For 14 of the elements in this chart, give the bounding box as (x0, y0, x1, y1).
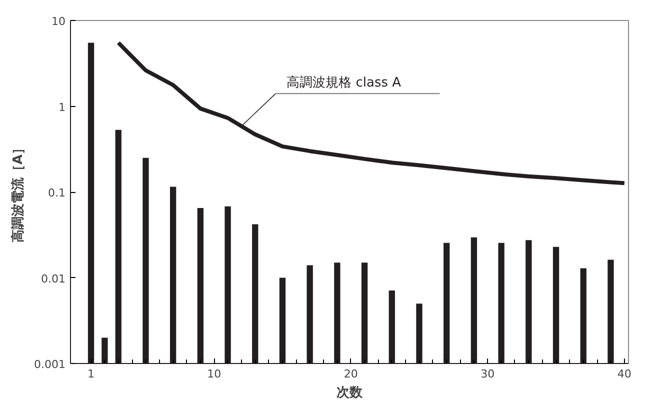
y-tick-label: 0.001 (34, 358, 66, 371)
x-tick-label: 10 (207, 368, 222, 380)
y-tick-label: 1 (58, 100, 66, 114)
x-axis-title: 次数 (336, 386, 364, 400)
x-tick-label: 1 (88, 368, 95, 380)
y-axis-title: 高調波電流［A］ (10, 141, 26, 243)
x-tick-label: 40 (617, 368, 632, 380)
x-tick-label: 20 (344, 368, 358, 380)
y-tick-label: 0.01 (41, 272, 66, 286)
y-tick-label: 0.1 (48, 186, 66, 200)
text: 高調波規格 class A (286, 74, 402, 91)
y-tick-label: 10 (52, 15, 66, 28)
x-tick-label: 30 (480, 368, 495, 380)
line-series (116, 40, 626, 186)
